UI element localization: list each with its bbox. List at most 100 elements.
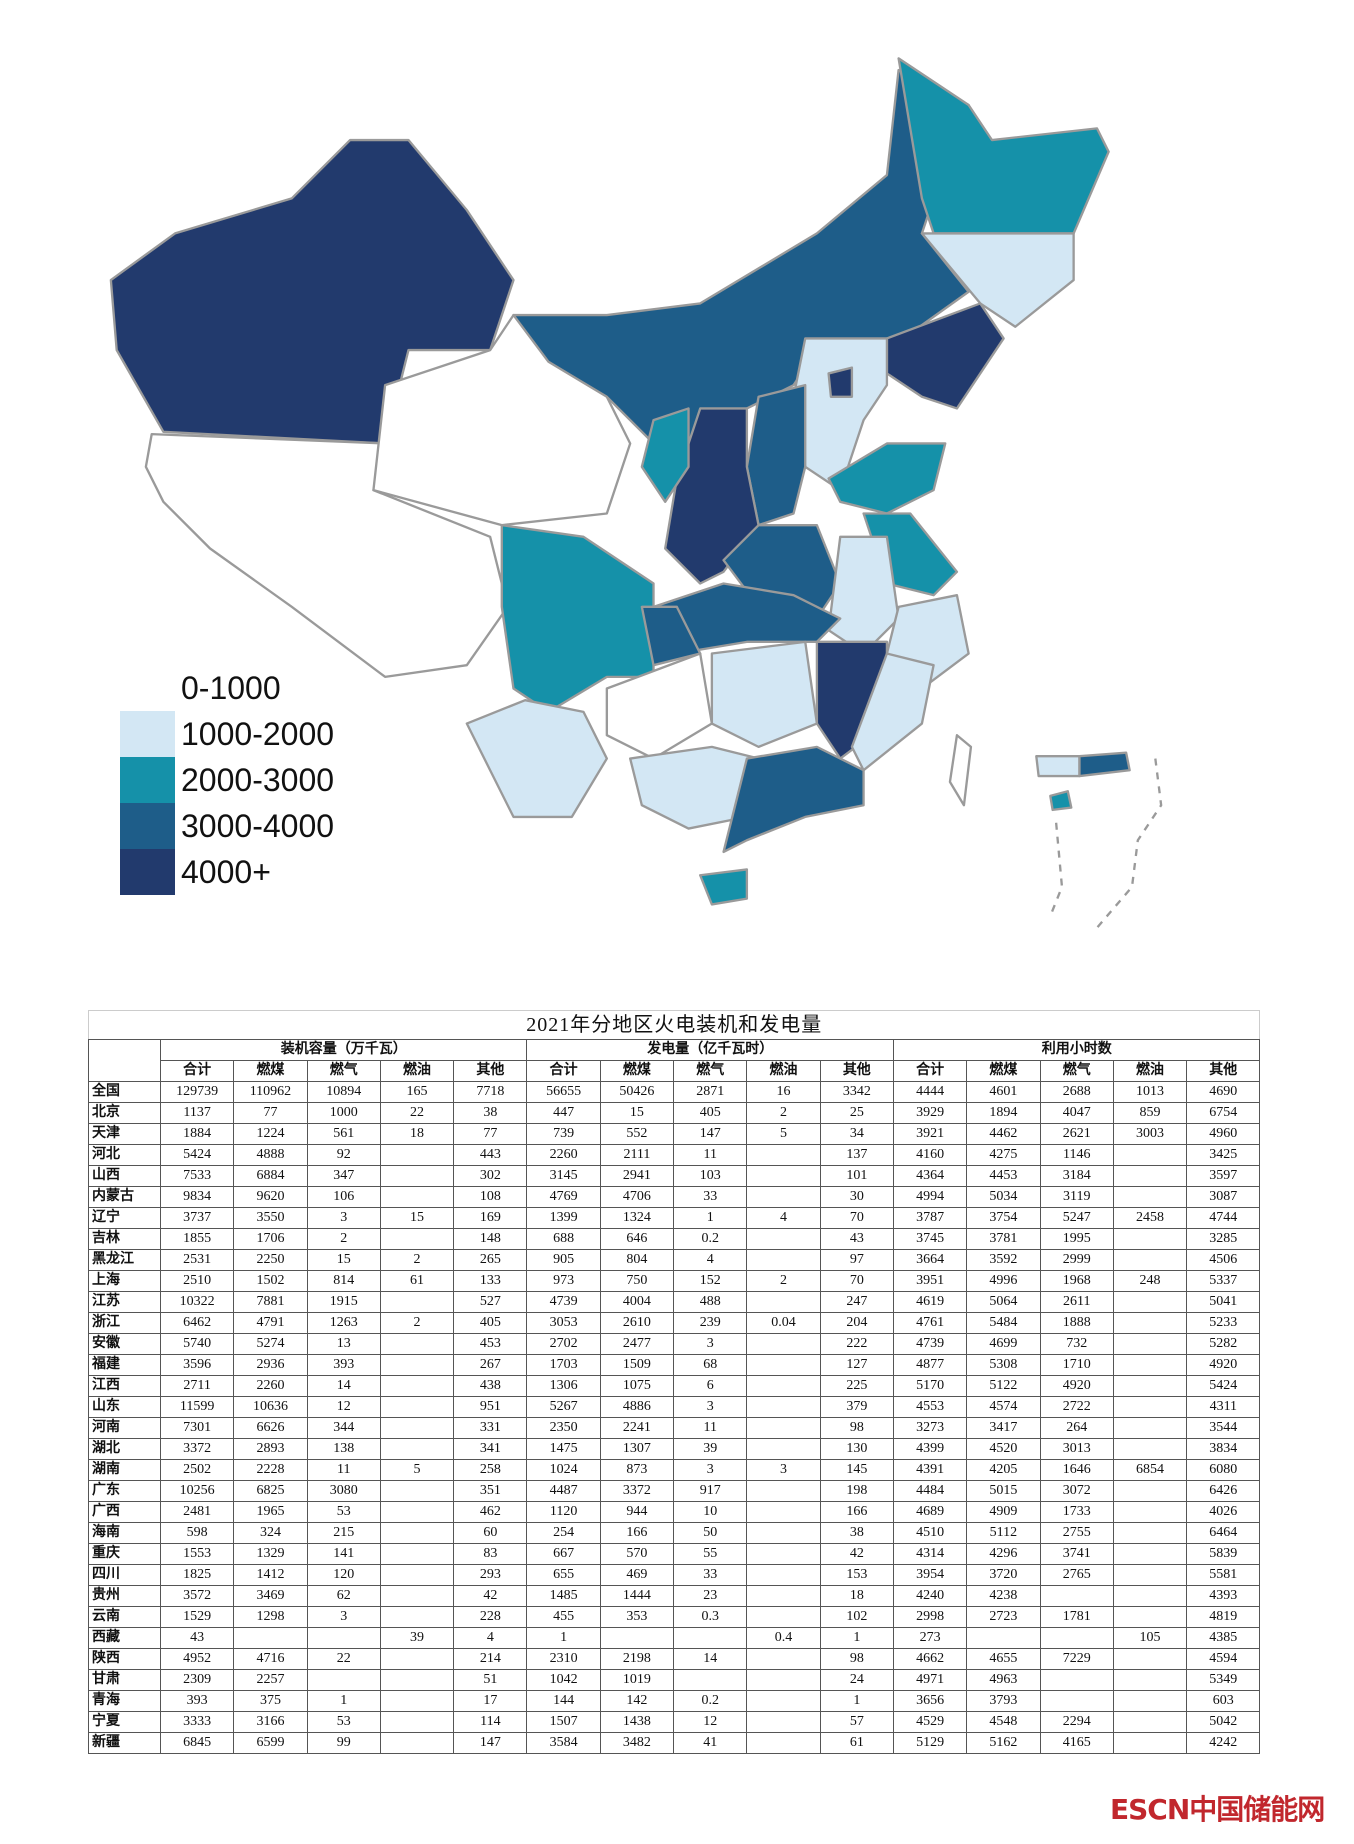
column-header: 燃煤 <box>233 1060 308 1082</box>
table-cell: 4739 <box>526 1291 601 1313</box>
table-cell: 405 <box>673 1102 748 1124</box>
table-cell <box>746 1564 821 1586</box>
table-cell <box>1112 1354 1188 1376</box>
table-cell: 222 <box>819 1333 894 1355</box>
table-cell <box>379 1354 455 1376</box>
column-header: 其他 <box>453 1060 528 1082</box>
table-cell: 5274 <box>233 1333 308 1355</box>
table-cell <box>746 1438 821 1460</box>
table-cell <box>379 1396 455 1418</box>
legend-label: 2000-3000 <box>181 761 335 798</box>
table-cell: 2241 <box>599 1417 675 1439</box>
table-cell: 38 <box>453 1102 528 1124</box>
table-cell: 6426 <box>1186 1480 1261 1502</box>
table-cell: 133 <box>453 1270 528 1292</box>
table-cell: 247 <box>819 1291 894 1313</box>
table-cell: 3544 <box>1186 1417 1261 1439</box>
table-cell: 1507 <box>526 1711 601 1733</box>
table-cell: 804 <box>599 1249 675 1271</box>
table-cell: 3596 <box>159 1354 235 1376</box>
table-cell: 101 <box>819 1165 894 1187</box>
table-cell <box>379 1333 455 1355</box>
watermark: ESCN中国储能网 <box>1110 1793 1325 1826</box>
table-cell: 1 <box>673 1207 748 1229</box>
table-cell: 4971 <box>892 1669 968 1691</box>
table-row: 辽宁 3737 3550 3 15 169 1399 1324 1 4 70 3787 3754 5247… <box>88 1207 1261 1229</box>
table-cell: 33 <box>673 1564 748 1586</box>
region-name: 广西 <box>88 1501 161 1523</box>
table-cell: 5267 <box>526 1396 601 1418</box>
table-cell: 4699 <box>966 1333 1041 1355</box>
table-cell: 62 <box>306 1585 381 1607</box>
table-cell <box>379 1186 455 1208</box>
table-cell: 12 <box>673 1711 748 1733</box>
table-cell: 2765 <box>1039 1564 1114 1586</box>
table-cell: 3285 <box>1186 1228 1261 1250</box>
table-cell: 53 <box>306 1501 381 1523</box>
table-row: 广东 10256 6825 3080 351 4487 3372 917 198 4484 5015… <box>88 1480 1261 1502</box>
table-cell: 105 <box>1112 1627 1188 1649</box>
table-cell <box>746 1669 821 1691</box>
table-cell: 1995 <box>1039 1228 1114 1250</box>
table-cell: 2111 <box>599 1144 675 1166</box>
region-name: 山西 <box>88 1165 161 1187</box>
table-cell: 3584 <box>526 1732 601 1754</box>
table-cell: 198 <box>819 1480 894 1502</box>
table-cell: 50426 <box>599 1081 675 1103</box>
table-cell: 1224 <box>233 1123 308 1145</box>
table-cell: 1438 <box>599 1711 675 1733</box>
table-cell <box>1112 1585 1188 1607</box>
table-cell: 130 <box>819 1438 894 1460</box>
table-cell: 225 <box>819 1375 894 1397</box>
table-cell <box>379 1417 455 1439</box>
region <box>605 652 714 760</box>
table-cell: 4205 <box>966 1459 1041 1481</box>
table-cell: 4689 <box>892 1501 968 1523</box>
table-cell <box>379 1501 455 1523</box>
table-cell: 750 <box>599 1270 675 1292</box>
table-row: 安徽 5740 5274 13 453 2702 2477 3 222 4739 4699 732 52… <box>88 1333 1261 1355</box>
table-cell <box>379 1165 455 1187</box>
table-cell: 6854 <box>1112 1459 1188 1481</box>
region-name: 全国 <box>88 1081 161 1103</box>
table-cell: 3 <box>673 1459 748 1481</box>
table-cell: 2722 <box>1039 1396 1114 1418</box>
table-cell: 1306 <box>526 1375 601 1397</box>
table-cell: 7718 <box>453 1081 528 1103</box>
group-header: 装机容量（万千瓦） <box>159 1039 528 1061</box>
table-cell: 147 <box>453 1732 528 1754</box>
table-cell: 0.4 <box>746 1627 821 1649</box>
table-cell: 4026 <box>1186 1501 1261 1523</box>
table-cell: 469 <box>599 1564 675 1586</box>
table-cell: 4 <box>673 1249 748 1271</box>
table-cell <box>379 1228 455 1250</box>
table-cell: 3145 <box>526 1165 601 1187</box>
table-cell: 2257 <box>233 1669 308 1691</box>
table-cell: 2871 <box>673 1081 748 1103</box>
table-cell: 527 <box>453 1291 528 1313</box>
table-cell: 10322 <box>159 1291 235 1313</box>
table-cell: 129739 <box>159 1081 235 1103</box>
table-cell: 137 <box>819 1144 894 1166</box>
region-name: 新疆 <box>88 1732 161 1754</box>
table-cell: 4242 <box>1186 1732 1261 1754</box>
table-cell: 667 <box>526 1543 601 1565</box>
table-cell: 3745 <box>892 1228 968 1250</box>
region <box>948 734 973 807</box>
table-row: 山东 11599 10636 12 951 5267 4886 3 379 4553 4574 272… <box>88 1396 1261 1418</box>
table-cell: 1013 <box>1112 1081 1188 1103</box>
table-cell <box>746 1648 821 1670</box>
table-cell <box>1112 1690 1188 1712</box>
table-cell: 0.04 <box>746 1312 821 1334</box>
table-cell: 1399 <box>526 1207 601 1229</box>
region-name: 河南 <box>88 1417 161 1439</box>
table-cell: 68 <box>673 1354 748 1376</box>
table-cell: 1137 <box>159 1102 235 1124</box>
region <box>1035 755 1081 778</box>
region-name: 四川 <box>88 1564 161 1586</box>
region <box>465 699 609 819</box>
table-cell <box>746 1711 821 1733</box>
table-cell: 10256 <box>159 1480 235 1502</box>
table-cell: 1965 <box>233 1501 308 1523</box>
